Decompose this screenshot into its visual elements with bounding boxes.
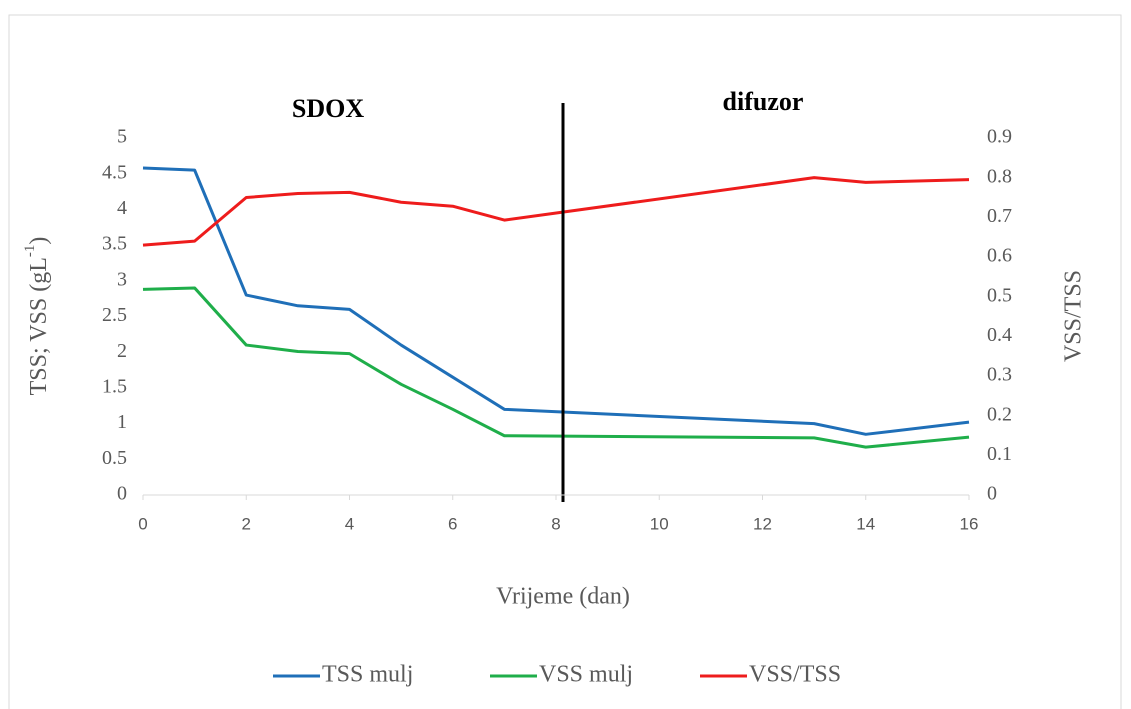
y-tick-label: 0.5 xyxy=(102,447,127,469)
chart-frame xyxy=(8,14,1122,709)
x-tick-label: 0 xyxy=(138,514,147,533)
x-tick-label: 4 xyxy=(345,514,354,533)
y-tick-label: 3 xyxy=(117,268,127,290)
series-line xyxy=(142,286,970,449)
y2-tick-label: 0.6 xyxy=(987,245,1012,267)
x-tick-label: 8 xyxy=(551,514,560,533)
y-tick-label: 4 xyxy=(117,197,127,219)
y2-tick-label: 0.2 xyxy=(987,403,1012,425)
x-axis-label: Vrijeme (dan) xyxy=(496,584,630,610)
y-tick-label: 5 xyxy=(117,126,127,148)
series-line xyxy=(142,166,970,436)
y-tick-label: 4.5 xyxy=(102,161,127,183)
y-tick-label: 1 xyxy=(117,411,127,433)
x-tick-label: 2 xyxy=(242,514,251,533)
y-tick-label: 0 xyxy=(117,483,127,505)
y-tick-label: 2.5 xyxy=(102,304,127,326)
y-axis-label-sup: -1 xyxy=(22,245,38,258)
annotation: SDOX xyxy=(292,94,364,123)
x-tick-label: 16 xyxy=(960,514,979,533)
y-tick-label: 2 xyxy=(117,340,127,362)
y-axis-label-part: ) xyxy=(26,237,52,245)
legend-label: VSS/TSS xyxy=(749,662,841,688)
y-tick-label: 3.5 xyxy=(102,233,127,255)
y2-tick-label: 0.9 xyxy=(987,126,1012,148)
y2-axis-label: VSS/TSS xyxy=(1061,270,1087,362)
x-tick-label: 6 xyxy=(448,514,457,533)
y-axis-label-part: TSS; VSS (gL xyxy=(26,257,52,395)
y2-tick-label: 0.1 xyxy=(987,443,1012,465)
y2-tick-label: 0.3 xyxy=(987,364,1012,386)
x-tick-label: 10 xyxy=(650,514,669,533)
y2-tick-label: 0.8 xyxy=(987,165,1012,187)
y-axis-label: TSS; VSS (gL-1) xyxy=(22,237,51,396)
x-tick-label: 12 xyxy=(753,514,772,533)
y2-tick-label: 0.4 xyxy=(987,324,1012,346)
annotation: difuzor xyxy=(723,87,804,116)
y2-tick-label: 0.7 xyxy=(987,205,1012,227)
legend-label: TSS mulj xyxy=(322,662,413,688)
y2-tick-label: 0 xyxy=(987,483,997,505)
legend-label: VSS mulj xyxy=(539,662,633,688)
x-tick-label: 14 xyxy=(856,514,875,533)
y2-tick-label: 0.5 xyxy=(987,284,1012,306)
series-line xyxy=(142,176,970,247)
y-tick-label: 1.5 xyxy=(102,375,127,397)
